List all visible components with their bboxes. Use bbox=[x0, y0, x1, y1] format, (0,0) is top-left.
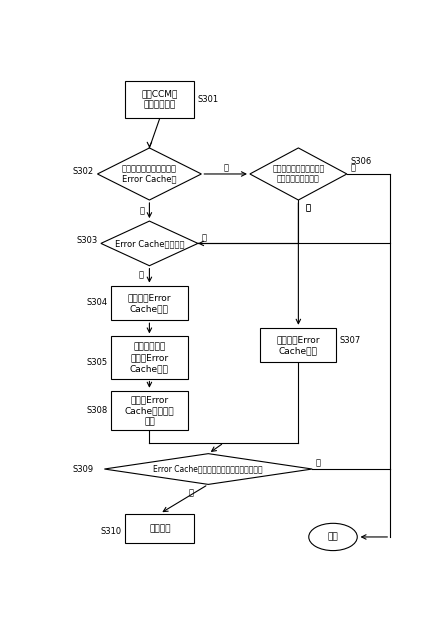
Text: S308: S308 bbox=[87, 406, 108, 415]
Text: 对所有Error
Cache条目进行
处理: 对所有Error Cache条目进行 处理 bbox=[125, 395, 174, 426]
Text: 否: 否 bbox=[138, 270, 143, 279]
Text: S310: S310 bbox=[101, 527, 122, 536]
Text: Error Cache是否已满: Error Cache是否已满 bbox=[115, 239, 184, 248]
Polygon shape bbox=[97, 148, 201, 200]
Text: 是: 是 bbox=[305, 203, 310, 212]
FancyBboxPatch shape bbox=[111, 285, 188, 320]
Text: 结束: 结束 bbox=[328, 533, 338, 542]
Text: 发送告警: 发送告警 bbox=[149, 524, 171, 533]
Ellipse shape bbox=[309, 524, 357, 551]
Text: S307: S307 bbox=[340, 336, 361, 345]
Text: 该错误结果是否已存在于
Error Cache中: 该错误结果是否已存在于 Error Cache中 bbox=[122, 164, 177, 184]
Polygon shape bbox=[105, 453, 312, 484]
Text: 将错误结果加
入新的Error
Cache条目: 将错误结果加 入新的Error Cache条目 bbox=[130, 342, 169, 373]
Text: 接收CCM及
处理错误状态: 接收CCM及 处理错误状态 bbox=[142, 90, 178, 109]
Text: S301: S301 bbox=[198, 95, 219, 104]
FancyBboxPatch shape bbox=[125, 81, 194, 118]
Text: 否: 否 bbox=[350, 164, 355, 173]
Polygon shape bbox=[101, 221, 198, 266]
FancyBboxPatch shape bbox=[111, 391, 188, 430]
Text: S305: S305 bbox=[87, 358, 108, 367]
Text: S306: S306 bbox=[350, 157, 371, 166]
FancyBboxPatch shape bbox=[125, 514, 194, 544]
Text: 否: 否 bbox=[316, 459, 320, 468]
Text: 是: 是 bbox=[223, 164, 228, 173]
Text: 否: 否 bbox=[140, 206, 145, 215]
FancyBboxPatch shape bbox=[260, 328, 337, 363]
Text: S302: S302 bbox=[73, 167, 94, 176]
Text: 更新已在Error
Cache条目: 更新已在Error Cache条目 bbox=[277, 335, 320, 355]
Text: 是: 是 bbox=[189, 489, 194, 498]
Text: 是: 是 bbox=[305, 203, 310, 212]
Text: S309: S309 bbox=[73, 464, 94, 473]
FancyBboxPatch shape bbox=[111, 336, 188, 379]
Text: 是: 是 bbox=[201, 233, 207, 242]
Text: Error Cache条目是否超出告警发送申请阈值: Error Cache条目是否超出告警发送申请阈值 bbox=[153, 464, 263, 473]
Text: 使用该结果更新已存在条
目中已存在错误结果: 使用该结果更新已存在条 目中已存在错误结果 bbox=[272, 164, 325, 184]
Text: S303: S303 bbox=[76, 236, 97, 245]
Text: 查找可用Error
Cache条目: 查找可用Error Cache条目 bbox=[128, 293, 171, 313]
Text: S304: S304 bbox=[87, 298, 108, 307]
Polygon shape bbox=[250, 148, 347, 200]
